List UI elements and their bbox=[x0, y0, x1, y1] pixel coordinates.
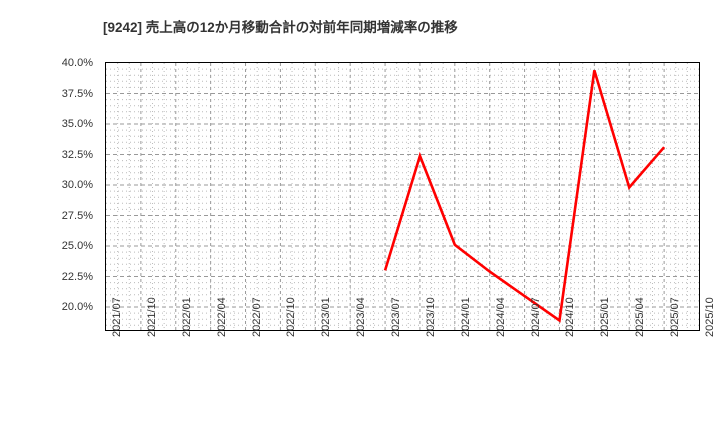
x-tick-label: 2025/07 bbox=[669, 297, 682, 337]
x-tick-label: 2022/10 bbox=[285, 297, 298, 337]
y-tick-label: 22.5% bbox=[61, 270, 93, 283]
x-tick-label: 2023/04 bbox=[355, 297, 368, 337]
y-tick-label: 20.0% bbox=[61, 301, 93, 313]
y-tick-label: 30.0% bbox=[61, 179, 93, 191]
x-tick-label: 2023/01 bbox=[320, 297, 333, 337]
grid-lines bbox=[106, 63, 699, 330]
page-title: [9242] 売上高の12か月移動合計の対前年同期増減率の推移 bbox=[103, 20, 458, 35]
x-tick-label: 2025/10 bbox=[704, 297, 716, 337]
x-tick-label: 2024/04 bbox=[494, 297, 507, 337]
x-tick-label: 2022/04 bbox=[215, 297, 228, 337]
x-tick-label: 2025/04 bbox=[634, 297, 647, 337]
series-line bbox=[383, 69, 666, 323]
y-tick-label: 35.0% bbox=[61, 118, 93, 130]
y-tick-label: 32.5% bbox=[61, 148, 93, 161]
x-tick-label: 2023/07 bbox=[390, 297, 403, 337]
x-tick-label: 2021/10 bbox=[145, 297, 158, 337]
y-tick-label: 37.5% bbox=[61, 87, 93, 100]
x-tick-label: 2024/01 bbox=[459, 297, 472, 337]
plot-area bbox=[105, 62, 700, 331]
data-series-line bbox=[383, 69, 666, 323]
x-tick-label: 2022/01 bbox=[180, 297, 193, 337]
y-tick-label: 27.5% bbox=[61, 209, 93, 222]
y-tick-label: 40.0% bbox=[61, 57, 93, 69]
x-tick-label: 2023/10 bbox=[424, 297, 437, 337]
x-tick-label: 2025/01 bbox=[599, 297, 612, 337]
y-tick-label: 25.0% bbox=[61, 240, 93, 252]
x-tick-label: 2021/07 bbox=[111, 297, 123, 337]
x-tick-label: 2024/07 bbox=[529, 297, 542, 337]
x-tick-label: 2024/10 bbox=[564, 297, 577, 337]
x-tick-label: 2022/07 bbox=[250, 297, 263, 337]
